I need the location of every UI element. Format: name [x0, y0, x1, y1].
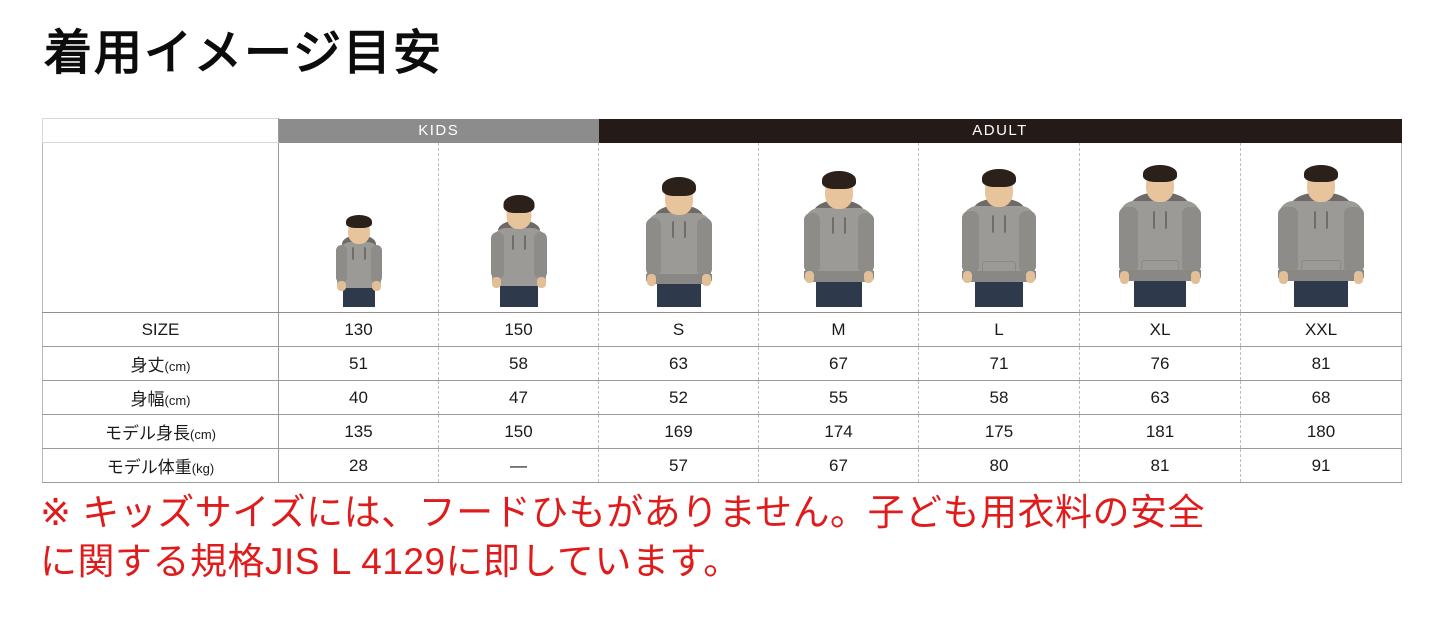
- cell-model-weight-150: —: [438, 448, 600, 483]
- group-header-row: KIDS ADULT: [42, 118, 1402, 143]
- cell-model-height-M: 174: [758, 414, 920, 449]
- cell-size-XXL: XXL: [1240, 312, 1403, 347]
- cell-model-height-S: 169: [598, 414, 760, 449]
- model-photo-S: [598, 142, 760, 313]
- cell-model-weight-XL: 81: [1079, 448, 1242, 483]
- cell-body-width-130: 40: [278, 380, 439, 415]
- size-chart-table: KIDS ADULT: [42, 118, 1403, 483]
- model-photo-XXL: [1240, 142, 1403, 313]
- cell-body-width-M: 55: [758, 380, 920, 415]
- row-label-body-width: 身幅(cm): [42, 380, 279, 415]
- page-title: 着用イメージ目安: [44, 27, 444, 80]
- cell-model-height-XXL: 180: [1240, 414, 1403, 449]
- footnote-line-1: ※ キッズサイズには、フードひもがありません。子ども用衣料の安全: [40, 492, 1206, 533]
- cell-model-height-L: 175: [918, 414, 1081, 449]
- cell-size-L: L: [918, 312, 1081, 347]
- model-photo-XL: [1079, 142, 1242, 313]
- model-photo-row: [42, 142, 1403, 313]
- cell-size-130: 130: [278, 312, 439, 347]
- cell-size-S: S: [598, 312, 760, 347]
- model-photo-L: [918, 142, 1081, 313]
- cell-size-XL: XL: [1079, 312, 1242, 347]
- table-row-size: SIZE 130 150 S M L XL XXL: [42, 312, 1403, 347]
- row-label-body-width-text: 身幅: [130, 390, 165, 409]
- cell-body-width-XL: 63: [1079, 380, 1242, 415]
- cell-model-weight-130: 28: [278, 448, 439, 483]
- model-photo-150: [438, 142, 600, 313]
- table-row-body-width: 身幅(cm) 40 47 52 55 58 63 68: [42, 380, 1403, 415]
- cell-model-height-XL: 181: [1079, 414, 1242, 449]
- cell-body-width-XXL: 68: [1240, 380, 1403, 415]
- cell-model-height-150: 150: [438, 414, 600, 449]
- group-header-kids: KIDS: [278, 118, 599, 143]
- cell-body-length-XXL: 81: [1240, 346, 1403, 381]
- cell-size-M: M: [758, 312, 920, 347]
- cell-body-width-L: 58: [918, 380, 1081, 415]
- cell-body-length-M: 67: [758, 346, 920, 381]
- blank-corner-cell: [42, 118, 279, 143]
- cell-model-weight-L: 80: [918, 448, 1081, 483]
- row-label-body-width-unit: (cm): [164, 393, 191, 408]
- row-label-model-weight: モデル体重(kg): [42, 448, 279, 483]
- cell-body-length-130: 51: [278, 346, 439, 381]
- model-photo-130: [278, 142, 439, 313]
- cell-model-weight-M: 67: [758, 448, 920, 483]
- row-label-body-length-text: 身丈: [130, 356, 165, 375]
- row-label-model-height: モデル身長(cm): [42, 414, 279, 449]
- cell-model-weight-XXL: 91: [1240, 448, 1403, 483]
- footnote-line-2: に関する規格JIS L 4129に即しています。: [40, 541, 741, 583]
- table-row-model-height: モデル身長(cm) 135 150 169 174 175 181 180: [42, 414, 1403, 449]
- row-label-body-length: 身丈(cm): [42, 346, 279, 381]
- table-row-body-length: 身丈(cm) 51 58 63 67 71 76 81: [42, 346, 1403, 381]
- row-label-model-weight-unit: (kg): [191, 461, 215, 476]
- cell-body-width-S: 52: [598, 380, 760, 415]
- row-label-model-weight-text: モデル体重: [106, 458, 192, 477]
- footnote: ※ キッズサイズには、フードひもがありません。子ども用衣料の安全 に関する規格J…: [40, 488, 1410, 586]
- cell-body-width-150: 47: [438, 380, 600, 415]
- cell-body-length-S: 63: [598, 346, 760, 381]
- row-label-model-height-text: モデル身長: [105, 424, 190, 443]
- model-photo-M: [758, 142, 920, 313]
- row-label-size: SIZE: [42, 312, 279, 347]
- cell-body-length-150: 58: [438, 346, 600, 381]
- table-row-model-weight: モデル体重(kg) 28 — 57 67 80 81 91: [42, 448, 1403, 483]
- group-header-adult: ADULT: [598, 118, 1402, 143]
- cell-model-weight-S: 57: [598, 448, 760, 483]
- cell-body-length-XL: 76: [1079, 346, 1242, 381]
- row-label-model-height-unit: (cm): [190, 427, 216, 442]
- cell-body-length-L: 71: [918, 346, 1081, 381]
- photo-row-label-cell: [42, 142, 279, 313]
- row-label-body-length-unit: (cm): [164, 359, 191, 374]
- cell-size-150: 150: [438, 312, 600, 347]
- cell-model-height-130: 135: [278, 414, 439, 449]
